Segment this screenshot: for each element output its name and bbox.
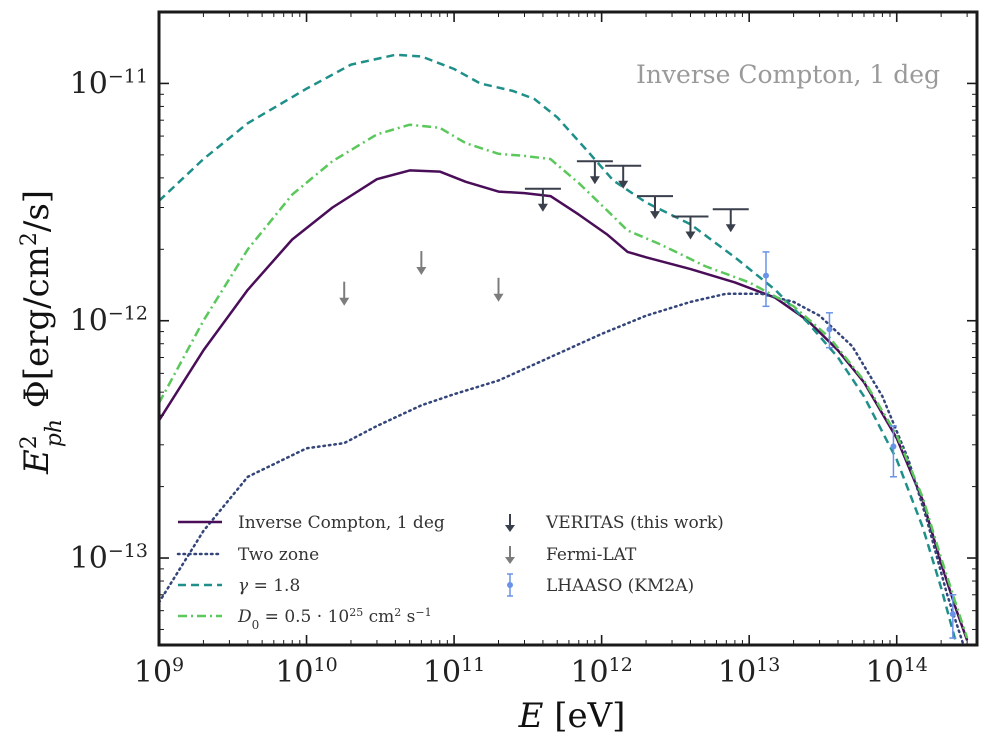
fermi-ul-1 [416,251,427,276]
veritas-ul-0 [524,187,561,212]
axis-ticks: 109 1010 1011 1012 1013 1014 10−13 10−12 10−11 [70,11,977,690]
veritas-ul-5 [712,208,749,233]
x-tick-label: 1011 [423,654,485,690]
veritas-ul-1 [576,160,613,185]
y-tick-label: 10−11 [70,65,148,101]
plot-frame [157,10,979,647]
y-tick-label: 10−12 [70,303,148,339]
y-tick-label: 10−13 [70,540,148,576]
y-axis-label: E2ph Φ[erg/cm2/s] [17,190,67,475]
legend-label-fermi: Fermi-LAT [546,545,637,565]
legend-swatch-lhaaso [507,573,513,597]
lhaaso-point-0 [762,251,770,308]
legend: Inverse Compton, 1 deg Two zone γ = 1.8 … [176,513,724,633]
series-line-2 [159,53,957,641]
lhaaso-point-1 [825,312,833,349]
legend-label-two-zone: Two zone [238,545,319,565]
fermi-ul-0 [339,281,350,306]
lhaaso-point-2 [889,425,897,478]
legend-swatch-veritas [505,514,515,532]
lhaaso-point-3 [949,594,957,639]
veritas-ul-4 [672,215,709,240]
legend-swatch-fermi [505,546,515,564]
legend-label-lhaaso: LHAASO (KM2A) [546,576,694,596]
plot-annotation: Inverse Compton, 1 deg [636,60,940,89]
fermi-ul-2 [493,277,504,302]
legend-label-veritas: VERITAS (this work) [545,513,724,533]
x-tick-label: 1014 [866,654,928,690]
data-markers [339,160,957,639]
x-tick-label: 109 [134,654,184,690]
legend-label-gamma: γ = 1.8 [238,576,300,596]
legend-label-d0: D0 = 0.5 · 1025 cm2 s−1 [237,606,432,633]
series-line-0 [159,169,969,641]
veritas-ul-2 [605,164,642,189]
legend-label-ic: Inverse Compton, 1 deg [238,513,445,533]
x-tick-label: 1012 [570,654,632,690]
veritas-ul-3 [637,195,674,220]
x-tick-label: 1010 [275,654,337,690]
x-tick-label: 1013 [718,654,780,690]
x-axis-label: E [eV] [518,696,626,736]
series-line-1 [159,292,964,644]
